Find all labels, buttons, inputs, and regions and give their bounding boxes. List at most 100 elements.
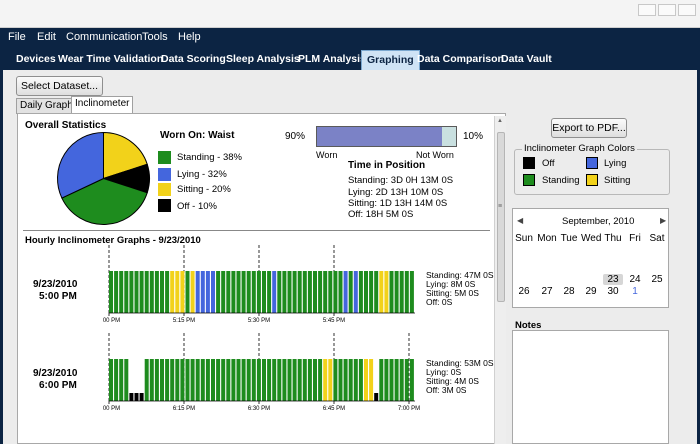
cal-day-selected[interactable]: 23 — [603, 274, 623, 285]
minute-bar-standing — [195, 359, 200, 401]
cal-day[interactable]: 29 — [585, 286, 597, 297]
minute-bar-standing — [353, 359, 358, 401]
minute-bar-standing — [211, 359, 215, 401]
nav-devices[interactable]: Devices — [16, 53, 56, 65]
minute-bar-sitting — [379, 271, 384, 313]
cal-day[interactable]: 28 — [563, 286, 575, 297]
minute-bar-standing — [292, 271, 297, 313]
time-in-position-title: Time in Position — [348, 160, 426, 171]
minute-bar-sitting — [170, 271, 175, 313]
minute-bar-standing — [302, 359, 307, 401]
lying-color-button[interactable] — [586, 157, 598, 169]
scroll-up-icon[interactable]: ▲ — [497, 118, 503, 124]
hour-1-sitting: Sitting: 5M 0S — [426, 288, 479, 298]
minute-bar-standing — [369, 271, 374, 313]
tab-inclinometer[interactable]: Inclinometer — [71, 96, 134, 114]
minute-bar-standing — [287, 359, 292, 401]
standing-color-label: Standing — [542, 175, 580, 186]
minute-bar-standing — [364, 271, 368, 313]
standing-color-button[interactable] — [523, 174, 535, 186]
minute-bar-standing — [313, 271, 317, 313]
menu-tools[interactable]: Tools — [142, 31, 168, 43]
minute-bar-standing — [348, 359, 353, 401]
menu-communication[interactable]: Communication — [66, 31, 143, 43]
minute-bar-standing — [175, 359, 180, 401]
cal-header-sun: Sun — [515, 233, 533, 244]
cal-day[interactable]: 25 — [651, 274, 663, 285]
cal-day-next-month[interactable]: 1 — [632, 286, 638, 297]
calendar-next-icon[interactable]: ▶ — [660, 216, 667, 225]
cal-day[interactable]: 24 — [629, 274, 641, 285]
minute-bar-sitting — [190, 271, 195, 313]
minute-bar-standing — [160, 271, 164, 313]
graph-colors-title: Inclinometer Graph Colors — [522, 143, 637, 154]
minute-bar-standing — [338, 359, 343, 401]
minute-bar-standing — [333, 359, 338, 401]
minute-bar-standing — [114, 359, 119, 401]
nav-plm-analysis[interactable]: PLM Analysis — [298, 53, 366, 65]
hour-2-time: 6:00 PM — [39, 380, 77, 391]
nav-wear-time-validation[interactable]: Wear Time Validation — [58, 53, 164, 65]
cal-header-thu: Thu — [604, 233, 622, 244]
menu-edit[interactable]: Edit — [37, 31, 56, 43]
minute-bar-standing — [226, 359, 231, 401]
minute-bar-standing — [170, 359, 175, 401]
minute-bar-standing — [165, 271, 170, 313]
minute-bar-standing — [267, 271, 272, 313]
calendar-prev-icon[interactable]: ◀ — [517, 216, 524, 225]
minute-bar-off — [129, 393, 134, 401]
off-color-label: Off — [542, 158, 555, 169]
select-dataset-button[interactable]: Select Dataset... — [16, 76, 103, 96]
pie-slice-lying — [57, 131, 104, 199]
worn-label: Worn — [316, 150, 338, 160]
nav-graphing[interactable]: Graphing — [361, 50, 420, 70]
minute-bar-lying — [272, 271, 277, 313]
cal-day[interactable]: 27 — [541, 286, 553, 297]
minute-bar-sitting — [180, 271, 185, 313]
maximize-icon[interactable] — [658, 4, 676, 16]
content-scrollbar[interactable]: ▲ ≡ — [494, 116, 506, 444]
nav-data-vault[interactable]: Data Vault — [501, 53, 552, 65]
scrollbar-thumb[interactable] — [497, 132, 505, 302]
minute-bar-standing — [297, 359, 302, 401]
close-icon[interactable] — [678, 4, 696, 16]
menu-help[interactable]: Help — [178, 31, 201, 43]
notes-label: Notes — [515, 320, 542, 331]
tick-label: 5:30 PM — [248, 318, 270, 324]
minimize-icon[interactable] — [638, 4, 656, 16]
sitting-color-label: Sitting — [604, 175, 631, 186]
nav-data-scoring[interactable]: Data Scoring — [161, 53, 226, 65]
minute-bar-standing — [323, 271, 328, 313]
cal-day[interactable]: 26 — [518, 286, 530, 297]
off-color-button[interactable] — [523, 157, 535, 169]
minute-bar-standing — [109, 359, 113, 401]
minute-bar-standing — [119, 359, 124, 401]
tick-label: 6:45 PM — [323, 406, 345, 412]
time-sitting: Sitting: 1D 13H 14M 0S — [348, 198, 448, 209]
menu-file[interactable]: File — [8, 31, 26, 43]
minute-bar-standing — [287, 271, 292, 313]
cal-day[interactable]: 30 — [607, 286, 619, 297]
minute-bar-sitting — [384, 271, 389, 313]
sitting-color-button[interactable] — [586, 174, 598, 186]
minute-bar-standing — [262, 359, 266, 401]
minute-bar-lying — [195, 271, 200, 313]
minute-bar-lying — [200, 271, 205, 313]
minute-bar-sitting — [175, 271, 180, 313]
minute-bar-standing — [358, 271, 363, 313]
minute-bar-standing — [114, 271, 119, 313]
minute-bar-lying — [353, 271, 358, 313]
minute-bar-standing — [149, 271, 154, 313]
notes-textarea[interactable] — [512, 330, 669, 444]
minute-bar-standing — [374, 271, 379, 313]
time-lying: Lying: 2D 13H 10M 0S — [348, 187, 444, 198]
nav-data-comparison[interactable]: Data Comparison — [417, 53, 504, 65]
position-pie-chart — [57, 131, 150, 225]
legend-off-label: Off - 10% — [177, 201, 217, 212]
nav-sleep-analysis[interactable]: Sleep Analysis — [226, 53, 300, 65]
export-to-pdf-button[interactable]: Export to PDF... — [551, 118, 627, 138]
hourly-chart-2: 6:00 PM 6:15 PM 6:30 PM 6:45 PM 7:00 PM — [103, 333, 420, 412]
worn-on-label: Worn On: Waist — [160, 130, 235, 141]
minute-bar-standing — [165, 359, 170, 401]
legend-lying-swatch — [158, 168, 171, 181]
